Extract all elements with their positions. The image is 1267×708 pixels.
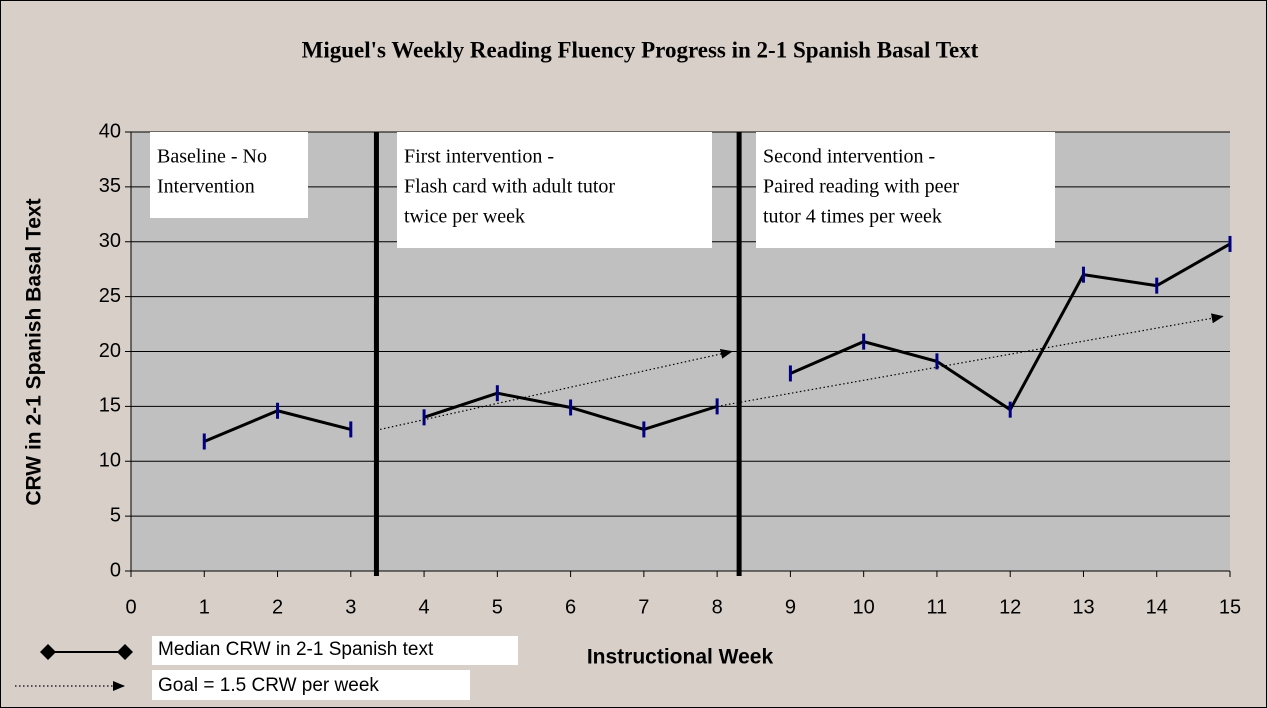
x-tick-label: 11: [927, 596, 948, 618]
annotation-box: [397, 132, 712, 248]
y-tick-label: 25: [99, 285, 121, 307]
legend-marker: [40, 644, 56, 660]
legend-box: [152, 636, 518, 665]
x-tick-label: 0: [125, 596, 136, 618]
x-tick-label: 13: [1072, 596, 1094, 618]
goal-line: [717, 313, 1224, 407]
x-tick-label: 15: [1219, 596, 1241, 618]
goal-line: [379, 348, 733, 431]
annotation-text: tutor 4 times per week: [763, 206, 942, 228]
legend-label: Median CRW in 2-1 Spanish text: [158, 639, 434, 660]
annotation-box: [150, 132, 308, 218]
annotation-text: First intervention -: [404, 146, 554, 168]
x-tick-label: 14: [1146, 596, 1168, 618]
annotation-box: [756, 132, 1055, 248]
x-tick-label: 2: [272, 596, 283, 618]
y-tick-label: 5: [110, 504, 121, 526]
annotation-text: Flash card with adult tutor: [404, 176, 615, 198]
annotation-text: twice per week: [404, 206, 525, 228]
legend-marker: [117, 644, 133, 660]
x-tick-label: 1: [199, 596, 210, 618]
y-tick-label: 20: [99, 340, 121, 362]
x-tick-label: 12: [999, 596, 1021, 618]
annotation-text: Second intervention -: [763, 146, 935, 168]
x-tick-label: 6: [565, 596, 576, 618]
y-tick-label: 30: [99, 230, 121, 252]
x-tick-label: 7: [638, 596, 649, 618]
annotation-text: Baseline - No: [157, 146, 267, 168]
chart-title: Miguel's Weekly Reading Fluency Progress…: [302, 37, 979, 62]
legend-label: Goal = 1.5 CRW per week: [158, 675, 379, 696]
y-tick-label: 10: [99, 450, 121, 472]
y-tick-label: 35: [99, 175, 121, 197]
y-tick-label: 0: [110, 559, 121, 581]
x-tick-label: 3: [345, 596, 356, 618]
y-tick-label: 15: [99, 395, 121, 417]
x-tick-label: 10: [853, 596, 875, 618]
x-tick-label: 9: [785, 596, 796, 618]
y-tick-label: 40: [99, 120, 121, 142]
annotation-text: Paired reading with peer: [763, 176, 959, 198]
y-axis-title: CRW in 2-1 Spanish Basal Text: [23, 198, 46, 505]
x-tick-label: 5: [492, 596, 503, 618]
annotation-text: Intervention: [157, 176, 255, 198]
x-tick-label: 8: [712, 596, 723, 618]
x-tick-label: 4: [419, 596, 430, 618]
legend-box: [152, 670, 470, 700]
x-axis-title: Instructional Week: [587, 646, 774, 669]
